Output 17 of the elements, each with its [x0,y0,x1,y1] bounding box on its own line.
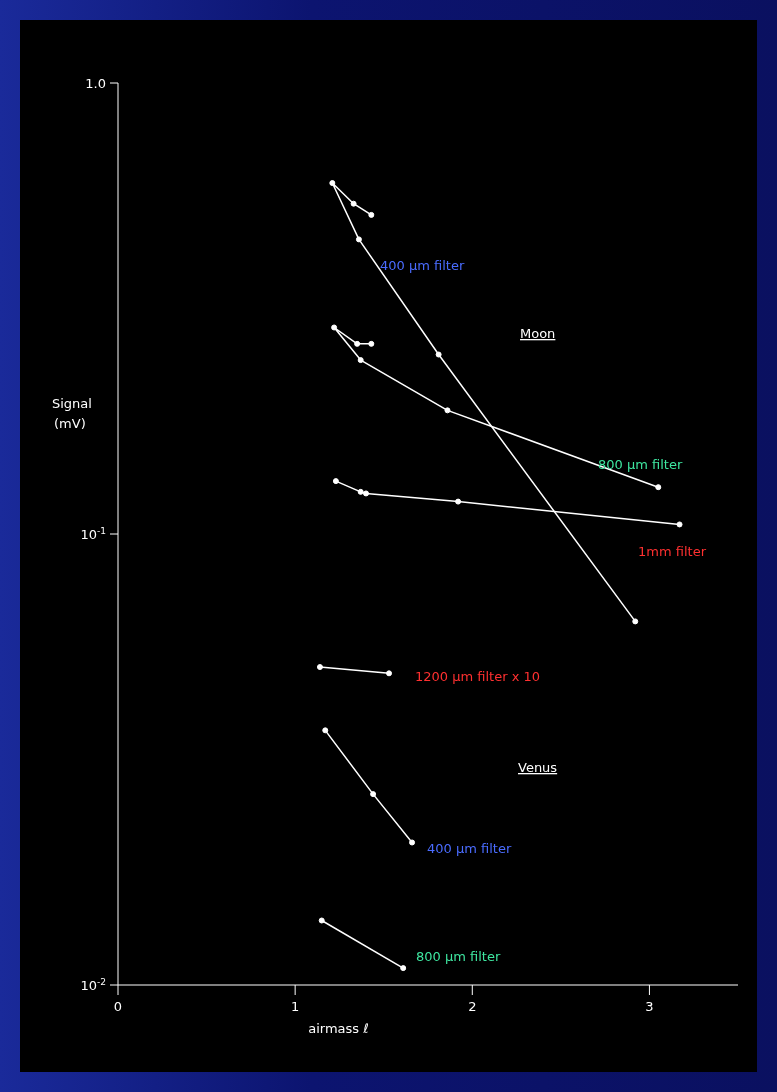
y-tick-label: 10$^{-1}$ [80,526,106,542]
y-tick-label: 1.0 [85,76,106,91]
x-tick-label: 1 [291,999,300,1014]
annotation: Moon [520,326,556,341]
annotation: 1200 μm filter x 10 [415,669,541,684]
x-tick-label: 2 [468,999,477,1014]
annotation: 800 μm filter [416,949,501,964]
x-axis-title: airmass ℓ [308,1021,369,1036]
y-tick-label: 10$^{-2}$ [80,977,106,993]
annotation: 400 μm filter [427,841,512,856]
annotation: 1mm filter [638,544,707,559]
y-axis-title: Signal (mV) [52,395,92,431]
annotation: Venus [518,760,558,775]
annotation: 400 μm filter [380,258,465,273]
x-tick-label: 0 [113,999,123,1014]
annotation: 800 μm filter [598,457,683,472]
x-tick-label: 3 [645,999,654,1014]
